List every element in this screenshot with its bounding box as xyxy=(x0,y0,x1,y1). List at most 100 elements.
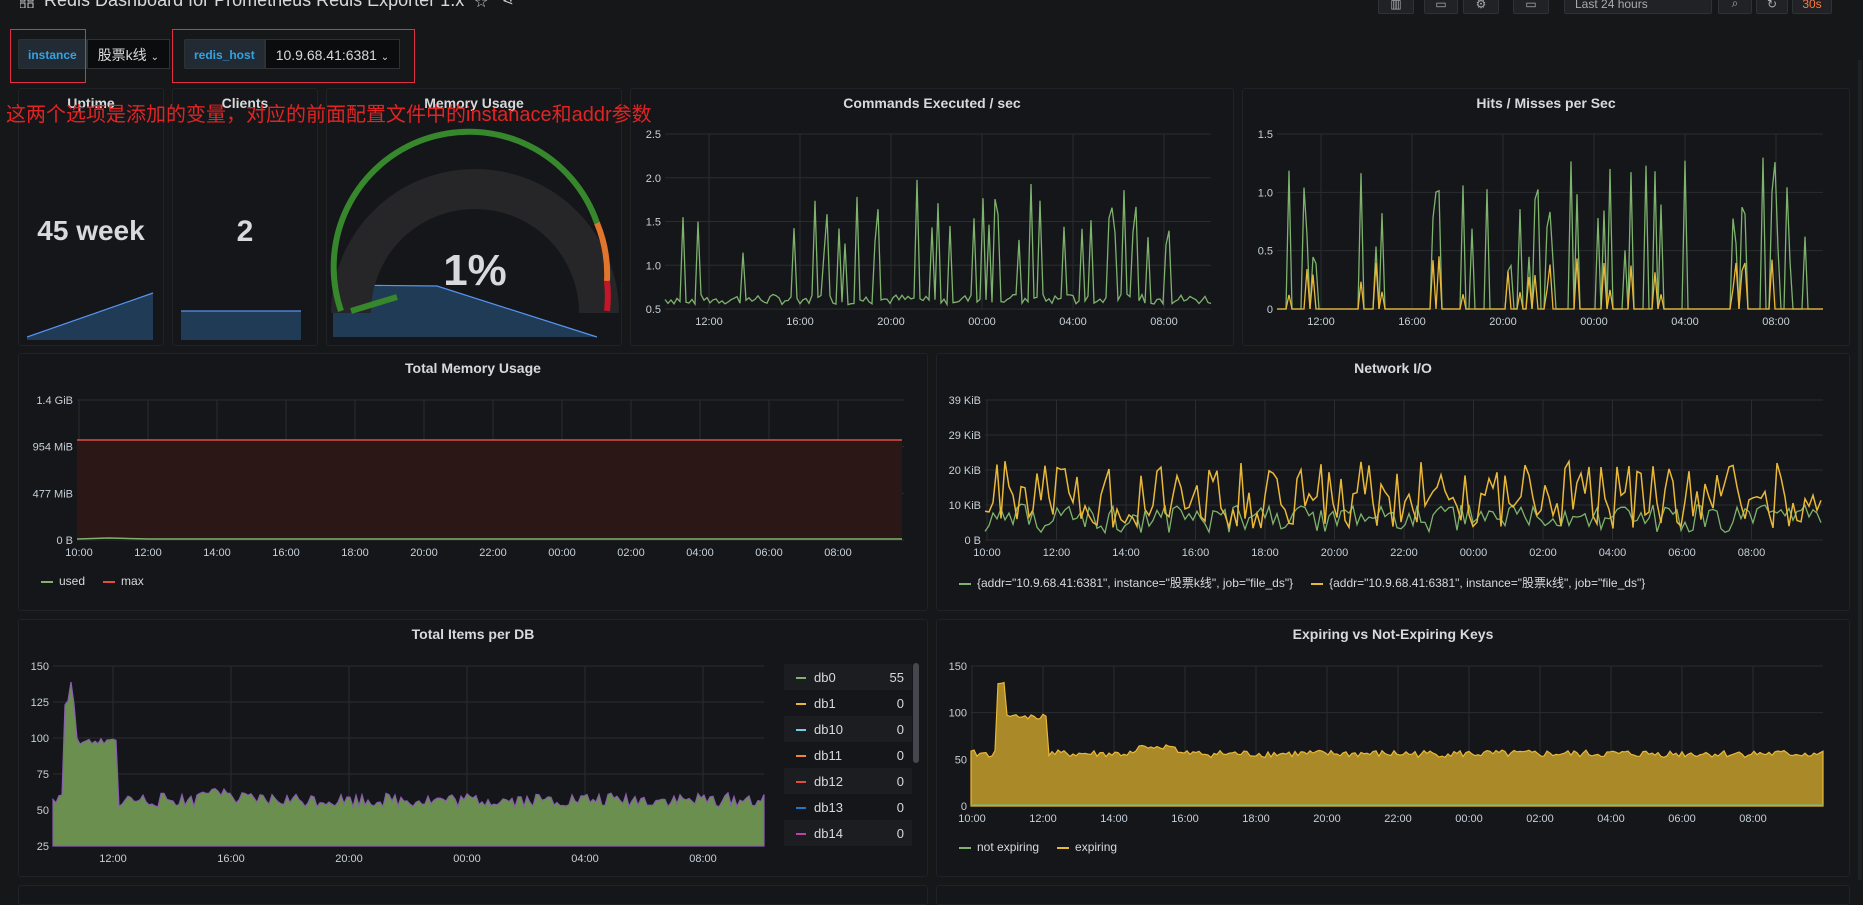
x-tick-label: 00:00 xyxy=(548,547,576,559)
page-scrollbar[interactable] xyxy=(1858,60,1862,880)
y-tick-label: 125 xyxy=(31,697,49,709)
misses-series-line xyxy=(1277,256,1823,310)
save-dashboard-icon[interactable]: ▭ xyxy=(1424,0,1458,14)
x-tick-label: 04:00 xyxy=(1671,316,1699,328)
panel-total-memory: Total Memory Usage 1.4 GiB 954 MiB 477 MiB… xyxy=(18,353,928,611)
network-legend: {addr="10.9.68.41:6381", instance="股票k线"… xyxy=(959,574,1645,591)
panel-title[interactable]: Clients xyxy=(221,95,269,111)
db0-series-area xyxy=(52,681,765,847)
variable-label-instance: instance xyxy=(18,39,87,69)
x-tick-label: 06:00 xyxy=(1668,813,1696,825)
legend-row-db10[interactable]: db10 0 xyxy=(784,716,912,742)
legend-item-network-2[interactable]: {addr="10.9.68.41:6381", instance="股票k线"… xyxy=(1311,574,1645,591)
refresh-interval-picker[interactable]: 30s xyxy=(1792,0,1832,14)
tv-mode-icon[interactable]: ▭ xyxy=(1513,0,1549,14)
legend-item-used[interactable]: used xyxy=(41,574,85,588)
legend-row-db1[interactable]: db1 0 xyxy=(784,690,912,716)
panel-title[interactable]: Commands Executed / sec xyxy=(843,95,1021,111)
memory-usage-value: 1% xyxy=(443,246,507,295)
commands-chart: 2.5 2.0 1.5 1.0 0.5 12:00 16:00 20:00 00:00 04:00… xyxy=(646,129,1212,328)
panel-title[interactable]: Total Items per DB xyxy=(411,626,535,642)
used-series-line xyxy=(76,537,902,540)
legend-db-value: 0 xyxy=(896,721,904,737)
legend-db-value: 0 xyxy=(896,825,904,841)
memory-gauge: 1% xyxy=(330,128,619,338)
x-tick-label: 08:00 xyxy=(1150,316,1178,328)
x-tick-label: 00:00 xyxy=(1460,547,1488,559)
x-tick-label: 06:00 xyxy=(1668,547,1696,559)
refresh-icon[interactable]: ↻ xyxy=(1756,0,1788,14)
legend-row-db13[interactable]: db13 0 xyxy=(784,794,912,820)
y-tick-label: 50 xyxy=(37,805,49,817)
x-tick-label: 22:00 xyxy=(1384,813,1412,825)
share-icon[interactable]: ⋖ xyxy=(502,0,514,8)
panel-title[interactable]: Expiring vs Not-Expiring Keys xyxy=(1292,626,1494,642)
x-tick-label: 08:00 xyxy=(689,853,717,865)
y-tick-label: 1.0 xyxy=(646,260,661,272)
legend-db-name: db0 xyxy=(814,669,836,685)
x-tick-label: 04:00 xyxy=(1059,316,1087,328)
y-tick-label: 0 B xyxy=(56,535,73,547)
variable-select-instance[interactable]: 股票k线 ⌄ xyxy=(86,39,170,69)
legend-row-db12[interactable]: db12 0 xyxy=(784,768,912,794)
legend-label: expiring xyxy=(1075,840,1118,854)
x-tick-label: 02:00 xyxy=(1529,547,1557,559)
items-legend-table: db0 55 db1 0 db10 0 db11 0 db12 0 db13 0 db14 0 xyxy=(784,664,912,846)
y-tick-label: 20 KiB xyxy=(949,465,981,477)
x-tick-label: 20:00 xyxy=(1313,813,1341,825)
y-tick-label: 0.5 xyxy=(646,304,661,316)
x-tick-label: 08:00 xyxy=(1738,547,1766,559)
panel-title[interactable]: Total Memory Usage xyxy=(405,360,541,376)
legend-label: {addr="10.9.68.41:6381", instance="股票k线"… xyxy=(977,576,1294,590)
legend-item-network-1[interactable]: {addr="10.9.68.41:6381", instance="股票k线"… xyxy=(959,574,1293,591)
panel-uptime: Uptime 45 week xyxy=(18,88,164,346)
variable-value-redis-host: 10.9.68.41:6381 xyxy=(275,47,377,63)
zoom-out-icon[interactable]: ⌕ xyxy=(1718,0,1752,14)
x-tick-label: 02:00 xyxy=(617,547,645,559)
panel-commands-executed: Commands Executed / sec 2.5 2.0 1.5 1.0 0.5 1… xyxy=(630,88,1234,346)
expiring-series-area xyxy=(970,681,1824,807)
panel-title[interactable]: Uptime xyxy=(67,95,115,111)
panel-bottom-right-partial xyxy=(936,885,1850,905)
dashboard-title[interactable]: Redis Dashboard for Prometheus Redis Exp… xyxy=(44,0,465,10)
panel-title[interactable]: Network I/O xyxy=(1354,360,1432,376)
y-tick-label: 1.0 xyxy=(1258,187,1273,199)
x-tick-label: 16:00 xyxy=(1182,547,1210,559)
y-tick-label: 2.0 xyxy=(646,173,661,185)
legend-item-expiring[interactable]: expiring xyxy=(1057,840,1117,854)
legend-row-db14[interactable]: db14 0 xyxy=(784,820,912,846)
variable-select-redis-host[interactable]: 10.9.68.41:6381 ⌄ xyxy=(264,39,401,69)
legend-row-db0[interactable]: db0 55 xyxy=(784,664,912,690)
y-tick-label: 1.5 xyxy=(646,217,661,229)
variable-redis-host: redis_host 10.9.68.41:6381 ⌄ xyxy=(184,38,401,70)
y-tick-label: 0 xyxy=(1267,304,1273,316)
y-tick-label: 100 xyxy=(31,733,49,745)
settings-gear-icon[interactable]: ⚙ xyxy=(1463,0,1499,14)
x-tick-label: 14:00 xyxy=(1112,547,1140,559)
x-tick-label: 10:00 xyxy=(958,813,986,825)
panel-total-items: Total Items per DB 150 125 100 75 50 25 12:00 1… xyxy=(18,619,928,877)
legend-label: used xyxy=(59,574,86,588)
x-tick-label: 20:00 xyxy=(1489,316,1517,328)
panel-title[interactable]: Hits / Misses per Sec xyxy=(1476,95,1616,111)
panel-title[interactable]: Memory Usage xyxy=(424,95,524,111)
legend-scrollbar[interactable] xyxy=(913,663,919,763)
x-tick-label: 02:00 xyxy=(1526,813,1554,825)
legend-db-name: db12 xyxy=(814,773,843,789)
legend-item-max[interactable]: max xyxy=(103,574,144,588)
time-picker[interactable]: Last 24 hours xyxy=(1564,0,1712,14)
legend-row-db11[interactable]: db11 0 xyxy=(784,742,912,768)
panel-bottom-left-partial xyxy=(18,885,928,905)
x-tick-label: 04:00 xyxy=(1599,547,1627,559)
legend-db-name: db14 xyxy=(814,825,843,841)
dashboard-grid-icon[interactable] xyxy=(20,0,34,8)
x-tick-label: 04:00 xyxy=(686,547,714,559)
network-series-1-line xyxy=(984,503,1822,535)
y-tick-label: 477 MiB xyxy=(33,488,73,500)
x-tick-label: 10:00 xyxy=(973,547,1001,559)
add-panel-icon[interactable]: ▥ xyxy=(1378,0,1414,14)
x-tick-label: 12:00 xyxy=(1307,316,1335,328)
star-icon[interactable]: ☆ xyxy=(474,0,489,11)
y-tick-label: 0 xyxy=(961,801,967,813)
legend-item-not-expiring[interactable]: not expiring xyxy=(959,840,1039,854)
